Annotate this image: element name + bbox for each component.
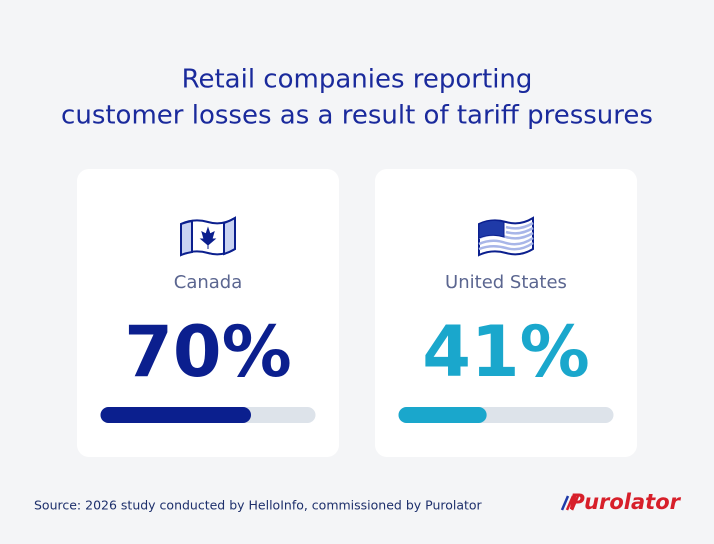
category-label: United States bbox=[445, 272, 567, 293]
title-line: customer losses as a result of tariff pr… bbox=[61, 101, 653, 131]
logo-stripe bbox=[570, 495, 580, 511]
logo-stripe bbox=[560, 495, 570, 511]
logo-stripe bbox=[565, 495, 575, 511]
us-flag-icon bbox=[478, 216, 534, 257]
bar bbox=[100, 407, 251, 423]
brand-logo: Purolator bbox=[569, 490, 681, 514]
card bbox=[375, 169, 637, 457]
value-label: 41% bbox=[422, 311, 590, 393]
category-label: Canada bbox=[174, 272, 243, 293]
source-note: Source: 2026 study conducted by HelloInf… bbox=[34, 498, 483, 513]
bar bbox=[398, 407, 487, 423]
canada-flag-icon bbox=[180, 216, 236, 257]
value-label: 70% bbox=[124, 311, 292, 393]
title-line: Retail companies reporting bbox=[182, 65, 533, 95]
card bbox=[77, 169, 339, 457]
